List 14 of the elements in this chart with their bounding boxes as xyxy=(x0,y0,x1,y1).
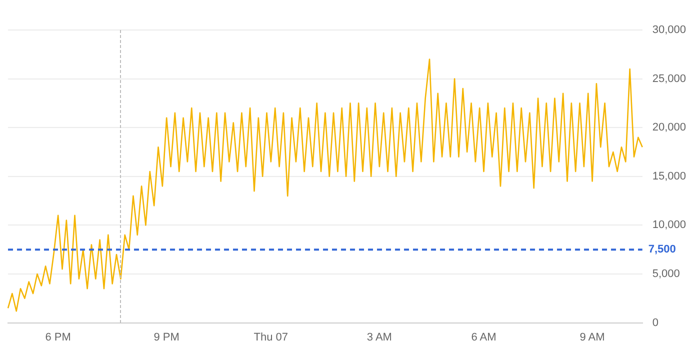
x-tick-label: 6 AM xyxy=(471,331,496,344)
y-tick-label: 15,000 xyxy=(652,170,686,182)
x-tick-label: 9 AM xyxy=(580,331,605,344)
ref-line-label: 7,500 xyxy=(648,244,676,256)
x-tick-label: 3 AM xyxy=(366,331,392,344)
y-tick-label: 20,000 xyxy=(652,122,686,134)
x-tick-label: 6 PM xyxy=(45,331,71,344)
y-tick-label: 5,000 xyxy=(652,268,680,280)
y-tick-label: 0 xyxy=(652,316,658,329)
x-tick-label: Thu 07 xyxy=(254,331,288,344)
y-tick-label: 10,000 xyxy=(652,219,686,232)
y-tick-label: 25,000 xyxy=(652,72,686,85)
x-tick-label: 9 PM xyxy=(154,331,180,344)
y-tick-label: 30,000 xyxy=(652,24,686,36)
